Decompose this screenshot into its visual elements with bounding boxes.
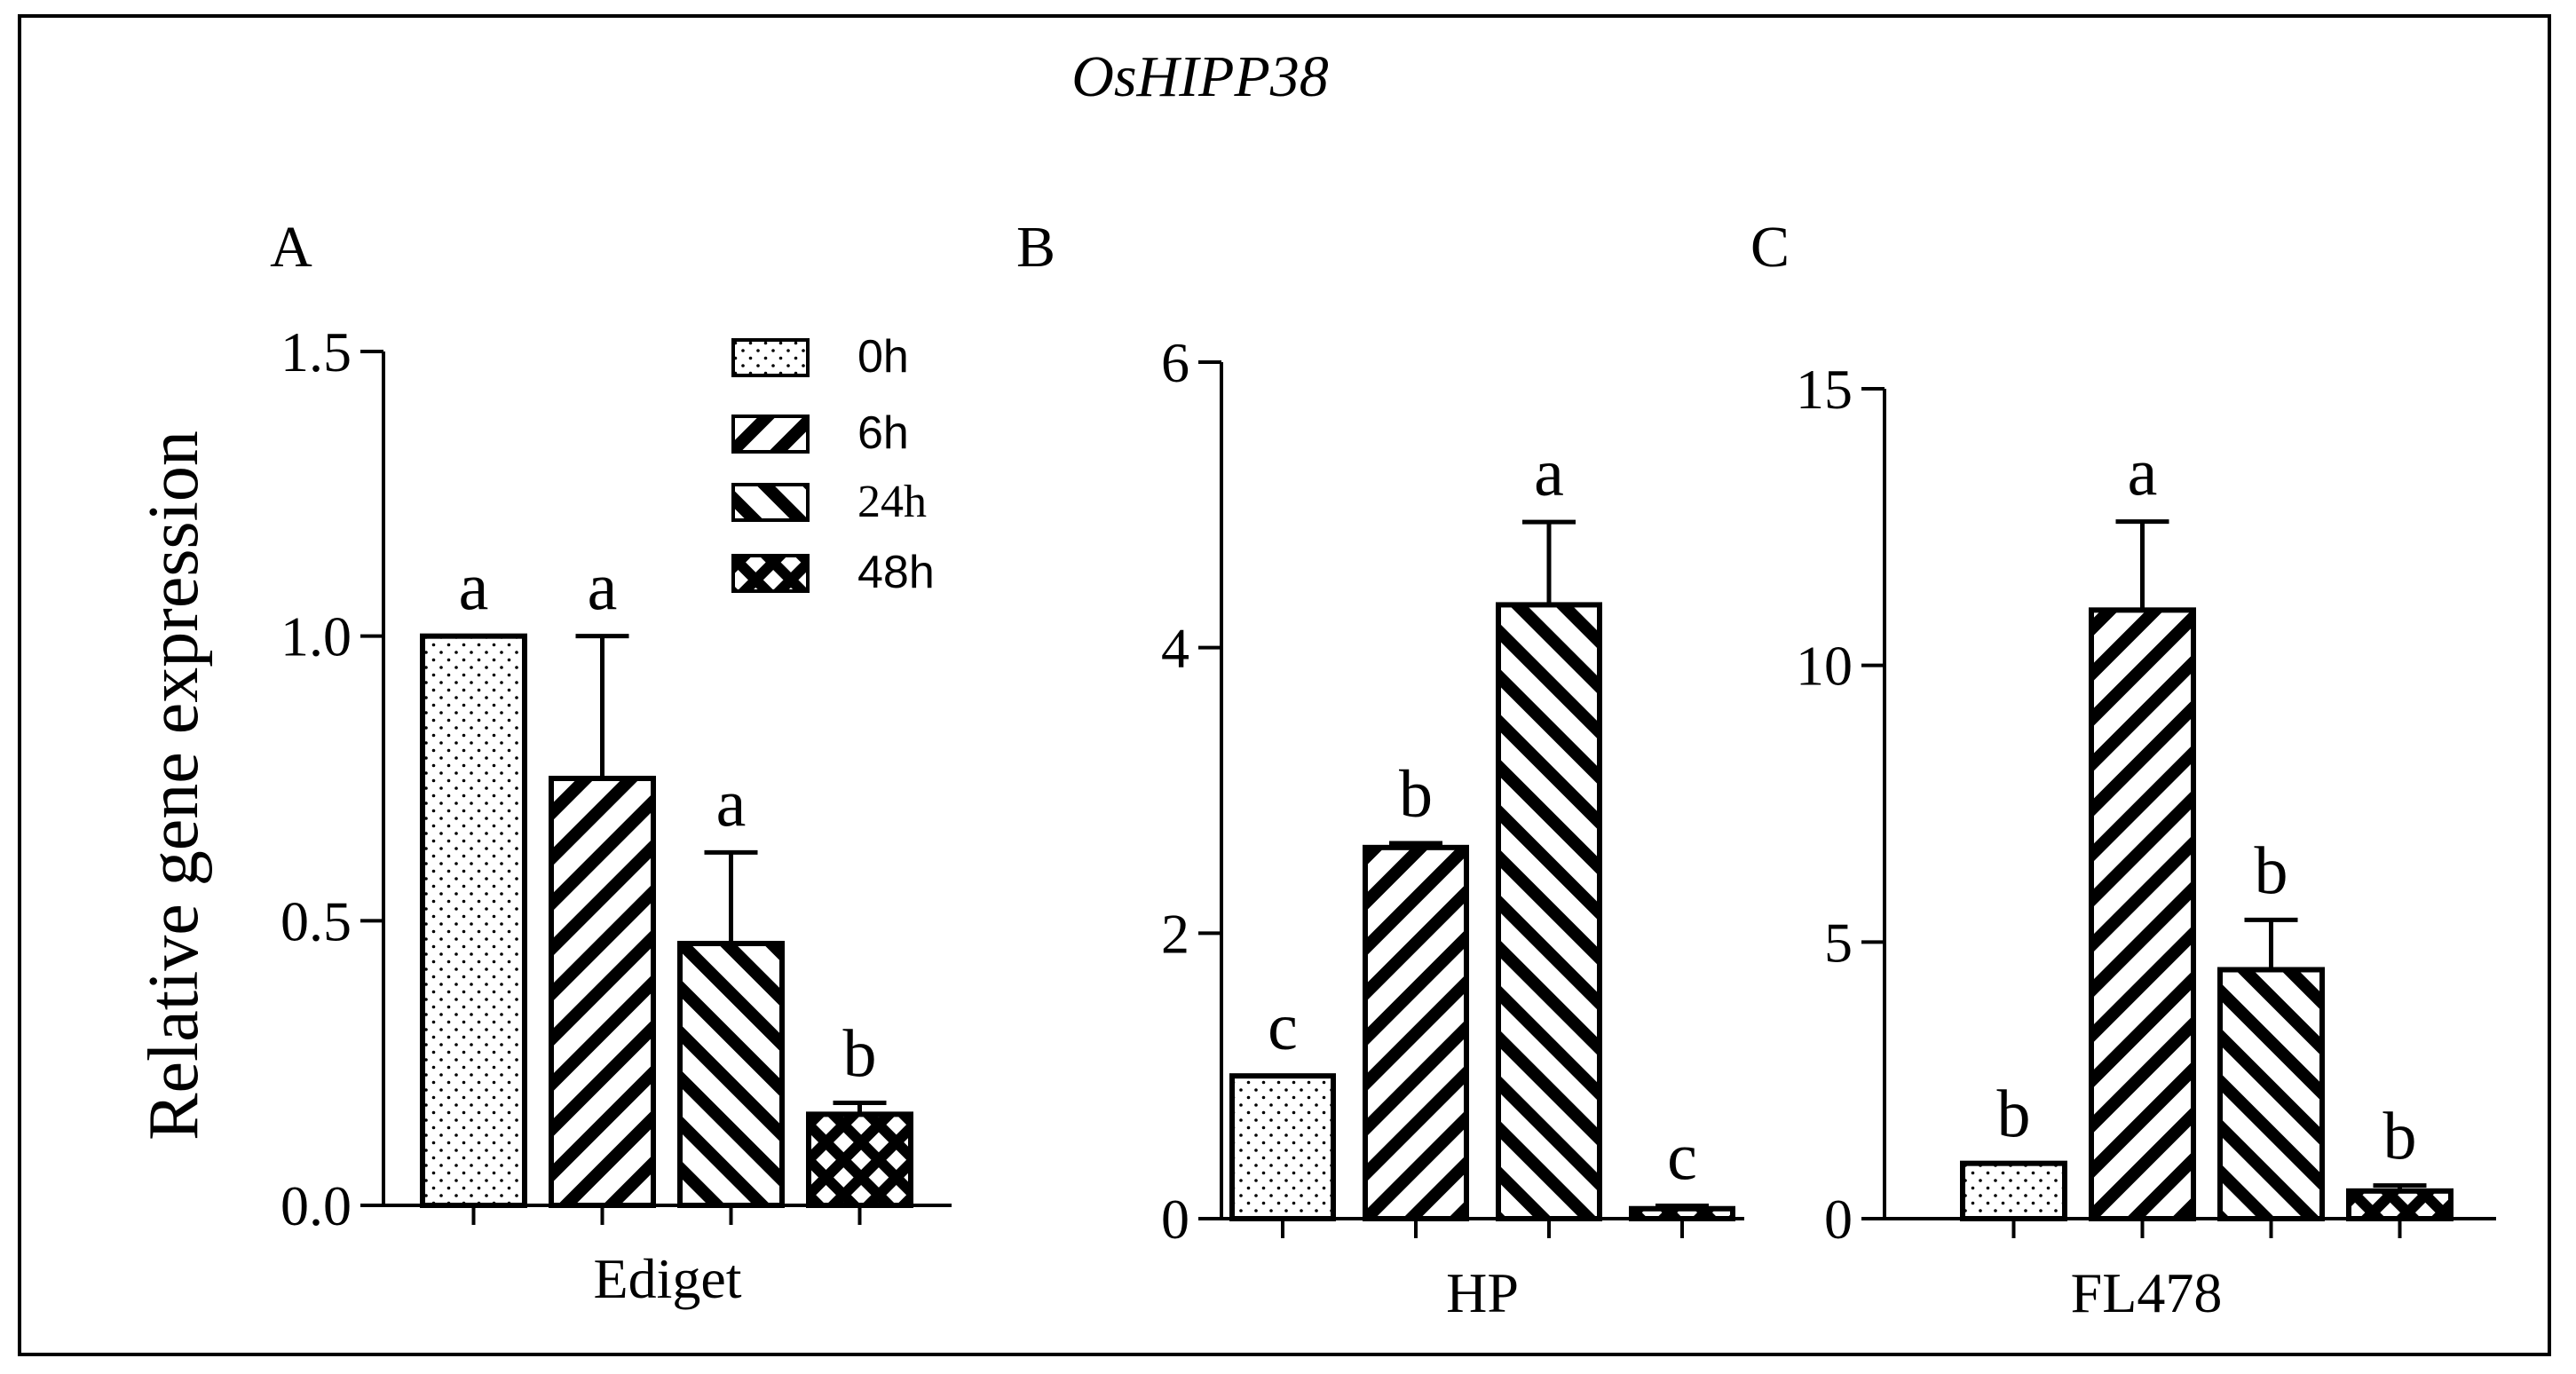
y-tick-label-a: 0.5 xyxy=(281,889,352,952)
panel-label-b: B xyxy=(1016,215,1055,280)
panel-a: A 0.0 0.5 1.0 1.5 a a a b Ediget xyxy=(270,215,952,1310)
bar-a-6h xyxy=(549,776,656,1208)
significance-letter-b-0h: c xyxy=(1268,990,1298,1064)
y-tick-label-b: 6 xyxy=(1161,331,1189,394)
bar-c-24h xyxy=(2217,967,2325,1221)
bar-c-6h xyxy=(2089,607,2196,1221)
y-tick-label-a: 0.0 xyxy=(281,1174,352,1237)
significance-letter-c-6h: a xyxy=(2128,436,2158,510)
legend-label-6h: 6h xyxy=(857,407,909,459)
figure-border xyxy=(18,14,2551,1356)
y-tick-label-b: 4 xyxy=(1161,617,1189,680)
significance-letter-c-48h: b xyxy=(2383,1100,2417,1174)
y-tick-label-a: 1.0 xyxy=(281,605,352,668)
significance-letter-a-48h: b xyxy=(843,1017,877,1092)
significance-letter-b-24h: a xyxy=(1534,436,1564,510)
bar-b-48h xyxy=(1629,1205,1735,1222)
bar-a-48h xyxy=(806,1111,913,1209)
bar-c-0h xyxy=(1960,1160,2067,1221)
y-axis-label: Relative gene expression xyxy=(135,430,213,1141)
y-tick-label-a: 1.5 xyxy=(281,320,352,383)
bar-b-6h xyxy=(1363,844,1469,1221)
y-tick-label-c: 5 xyxy=(1824,911,1853,974)
figure-title: OsHIPP38 xyxy=(1071,44,1329,109)
bar-b-24h xyxy=(1496,602,1602,1221)
legend-label-0h: 0h xyxy=(857,331,909,383)
y-tick-label-c: 15 xyxy=(1796,358,1853,421)
bar-a-24h xyxy=(677,940,785,1209)
significance-letter-c-0h: b xyxy=(1997,1078,2031,1152)
legend-label-48h: 48h xyxy=(857,547,935,598)
legend-swatch-24h xyxy=(731,483,810,522)
legend-swatch-6h xyxy=(731,415,810,454)
x-axis-label-a: Ediget xyxy=(593,1247,741,1310)
panel-b: B 0 2 4 6 c b a c HP xyxy=(1016,215,1744,1324)
significance-letter-c-24h: b xyxy=(2255,833,2288,908)
panels: A 0.0 0.5 1.0 1.5 a a a b Ediget B 0 2 4 6 c b a c HP C 0 5 10 1… xyxy=(270,215,2496,1324)
panel-c: C 0 5 10 15 b a b b FL478 xyxy=(1750,215,2496,1324)
panel-label-c: C xyxy=(1750,215,1790,280)
legend-label-24h: 24h xyxy=(857,477,927,527)
significance-letter-a-6h: a xyxy=(588,550,618,625)
y-tick-label-c: 10 xyxy=(1796,635,1853,698)
significance-letter-b-48h: c xyxy=(1667,1120,1697,1195)
y-tick-label-b: 0 xyxy=(1161,1188,1189,1251)
significance-letter-b-6h: b xyxy=(1399,757,1433,832)
y-tick-label-b: 2 xyxy=(1161,902,1189,965)
significance-letter-a-24h: a xyxy=(716,766,747,841)
bar-a-0h xyxy=(420,633,527,1208)
x-axis-label-c: FL478 xyxy=(2071,1261,2223,1324)
significance-letter-a-0h: a xyxy=(459,550,489,625)
legend-swatch-0h xyxy=(731,338,810,377)
legend-swatch-48h xyxy=(731,554,810,593)
x-axis-label-b: HP xyxy=(1446,1261,1519,1324)
panel-label-a: A xyxy=(270,215,312,280)
legend: 0h 6h 24h 48h xyxy=(731,331,935,598)
y-tick-label-c: 0 xyxy=(1824,1188,1853,1251)
bar-c-48h xyxy=(2346,1188,2454,1222)
bar-b-0h xyxy=(1229,1073,1336,1221)
